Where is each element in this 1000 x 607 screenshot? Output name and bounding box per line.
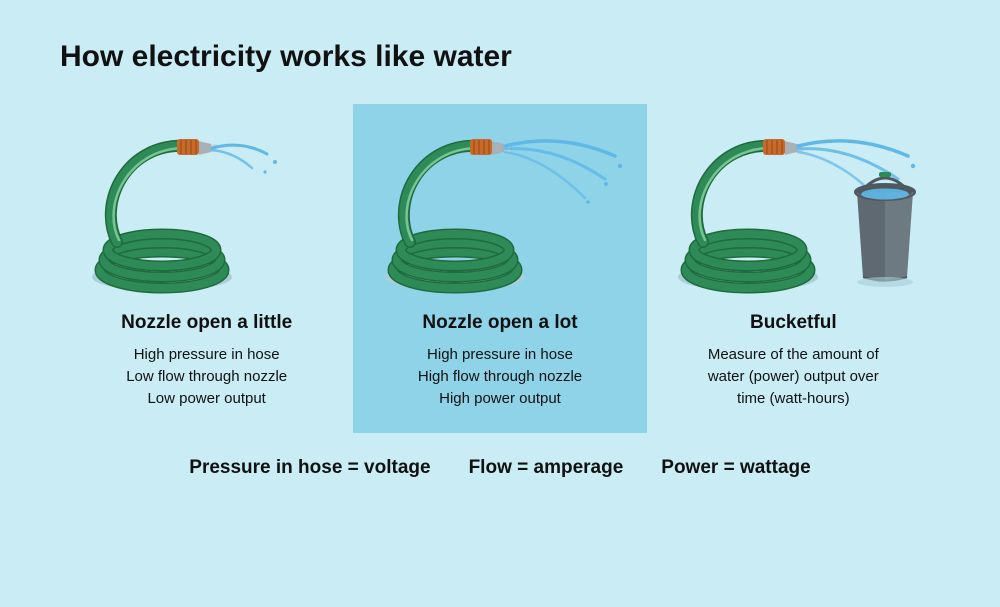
panel-title: Nozzle open a little — [121, 312, 292, 334]
infographic-canvas: How electricity works like water — [0, 0, 1000, 607]
panel-body: High pressure in hose High flow through … — [418, 344, 582, 409]
panel-line: Low power output — [126, 388, 287, 410]
panel-line: Low flow through nozzle — [126, 366, 287, 388]
hose-illustration-bucket — [663, 122, 923, 302]
panel-line: time (watt-hours) — [708, 388, 879, 410]
panel-body: Measure of the amount of water (power) o… — [708, 344, 879, 409]
panel-nozzle-lot: Nozzle open a lot High pressure in hose … — [353, 104, 646, 433]
panel-title: Bucketful — [750, 312, 837, 334]
hose-illustration-little — [77, 122, 337, 302]
hose-illustration-lot — [370, 122, 630, 302]
panel-nozzle-little: Nozzle open a little High pressure in ho… — [60, 104, 353, 433]
page-title: How electricity works like water — [60, 40, 940, 74]
panel-line: High pressure in hose — [126, 344, 287, 366]
legend-item: Flow = amperage — [469, 457, 624, 479]
panel-line: High pressure in hose — [418, 344, 582, 366]
panel-line: High power output — [418, 388, 582, 410]
panel-line: High flow through nozzle — [418, 366, 582, 388]
legend-row: Pressure in hose = voltage Flow = ampera… — [60, 457, 940, 479]
panel-bucketful: Bucketful Measure of the amount of water… — [647, 104, 940, 433]
panel-line: water (power) output over — [708, 366, 879, 388]
panels-row: Nozzle open a little High pressure in ho… — [60, 104, 940, 433]
panel-title: Nozzle open a lot — [422, 312, 577, 334]
legend-item: Pressure in hose = voltage — [189, 457, 430, 479]
legend-item: Power = wattage — [661, 457, 810, 479]
panel-body: High pressure in hose Low flow through n… — [126, 344, 287, 409]
panel-line: Measure of the amount of — [708, 344, 879, 366]
